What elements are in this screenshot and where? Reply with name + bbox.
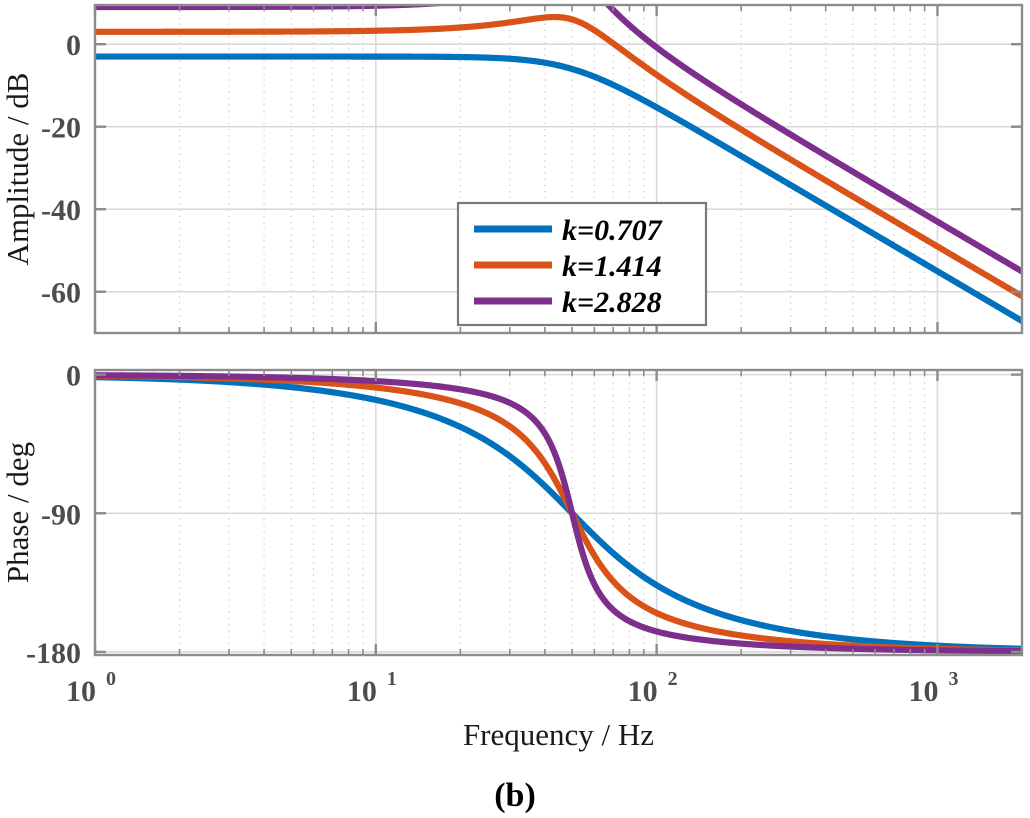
amplitude-curve-1 xyxy=(95,13,1022,300)
xtick-label-mantissa: 10 xyxy=(66,675,96,708)
amplitude-ytick-label: -60 xyxy=(41,277,81,310)
legend-label-1: k=1.414 xyxy=(562,250,662,283)
axis-titles: Amplitude / dB Phase / deg Frequency / Hz xyxy=(0,73,654,752)
xtick-label-mantissa: 10 xyxy=(628,675,658,708)
xtick-label-exponent: 2 xyxy=(668,668,678,690)
frequency-axis-label: Frequency / Hz xyxy=(463,717,654,752)
legend-label-2: k=2.828 xyxy=(562,286,662,319)
amplitude-ytick-label: -40 xyxy=(41,194,81,227)
xtick-label-mantissa: 10 xyxy=(347,675,377,708)
phase-ytick-label: 0 xyxy=(66,360,81,393)
xtick-label-exponent: 1 xyxy=(387,668,397,690)
tick-labels: 0 -20 -40 -60 0 -90 -180 10 0 10 1 10 2 10 3 xyxy=(26,29,958,708)
xtick-label-exponent: 0 xyxy=(106,668,116,690)
phase-curve-0 xyxy=(95,374,1022,652)
grid-layer xyxy=(95,5,1022,655)
figure-caption: (b) xyxy=(494,777,536,814)
xtick-label: 10 1 xyxy=(347,668,397,708)
phase-grid xyxy=(95,370,1022,655)
amplitude-axis-label: Amplitude / dB xyxy=(0,73,35,266)
legend-label-0: k=0.707 xyxy=(562,214,663,247)
phase-axis-label: Phase / deg xyxy=(0,442,35,583)
xtick-label: 10 0 xyxy=(66,668,116,708)
phase-curve-2 xyxy=(95,372,1022,655)
amplitude-ytick-label: -20 xyxy=(41,112,81,145)
amplitude-curves xyxy=(95,5,1022,325)
xtick-label: 10 2 xyxy=(628,668,678,708)
amplitude-curve-0 xyxy=(95,53,1022,325)
phase-curves xyxy=(95,372,1022,655)
xtick-label-exponent: 3 xyxy=(948,668,958,690)
xtick-label-mantissa: 10 xyxy=(908,675,938,708)
xtick-label: 10 3 xyxy=(908,668,958,708)
ticks xyxy=(93,5,1022,655)
frames xyxy=(93,3,1024,657)
amplitude-axes-frame xyxy=(93,3,1024,335)
amplitude-curve-2 xyxy=(95,5,1022,275)
amplitude-ytick-label: 0 xyxy=(66,29,81,62)
phase-ytick-label: -180 xyxy=(26,637,81,670)
phase-ytick-label: -90 xyxy=(41,498,81,531)
